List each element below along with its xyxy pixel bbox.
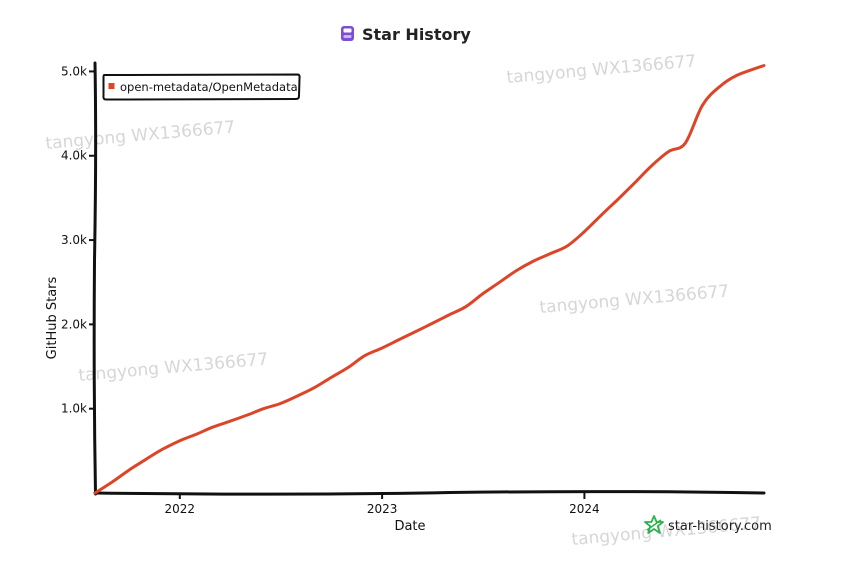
watermark: tangyong WX1366677 bbox=[539, 281, 730, 318]
watermark: tangyong WX1366677 bbox=[78, 349, 269, 386]
legend-box bbox=[102, 73, 301, 101]
y-axis-ticks: 1.0k 2.0k 3.0k 4.0k 5.0k bbox=[61, 64, 95, 416]
y-tick-label: 2.0k bbox=[61, 317, 87, 331]
star-history-logo-icon bbox=[644, 515, 664, 534]
watermark: tangyong WX1366677 bbox=[506, 51, 697, 88]
x-tick-label: 2024 bbox=[569, 502, 600, 516]
y-tick-label: 1.0k bbox=[61, 402, 87, 416]
y-tick-label: 3.0k bbox=[61, 233, 87, 247]
x-tick-label: 2022 bbox=[165, 502, 196, 516]
chart-title: Star History bbox=[341, 25, 471, 44]
legend-swatch bbox=[108, 83, 115, 89]
x-axis-title: Date bbox=[394, 519, 425, 534]
chart-title-text: Star History bbox=[362, 25, 471, 44]
credit-text: star-history.com bbox=[668, 519, 772, 534]
repo-icon bbox=[341, 26, 354, 41]
watermark-layer: tangyong WX1366677 tangyong WX1366677 ta… bbox=[45, 51, 762, 550]
legend: open-metadata/OpenMetadata bbox=[102, 73, 301, 101]
credit: star-history.com bbox=[644, 515, 772, 534]
x-tick-label: 2023 bbox=[367, 502, 398, 516]
y-tick-label: 5.0k bbox=[61, 64, 87, 78]
x-axis-ticks: 2022 2023 2024 bbox=[165, 493, 600, 516]
series-line-openmetadata bbox=[93, 64, 766, 495]
y-axis-line bbox=[92, 61, 98, 496]
y-axis-title: GitHub Stars bbox=[45, 276, 60, 359]
y-tick-label: 4.0k bbox=[61, 149, 87, 163]
x-axis-line bbox=[93, 490, 766, 496]
legend-label: open-metadata/OpenMetadata bbox=[120, 80, 298, 94]
